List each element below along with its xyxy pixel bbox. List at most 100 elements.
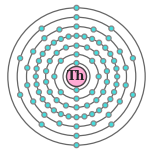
Circle shape — [31, 49, 36, 54]
Circle shape — [67, 35, 70, 38]
Circle shape — [19, 94, 21, 96]
Circle shape — [58, 36, 63, 41]
Circle shape — [54, 98, 59, 103]
Circle shape — [108, 114, 110, 116]
Circle shape — [18, 92, 22, 97]
Circle shape — [123, 65, 128, 70]
Circle shape — [45, 103, 50, 108]
Circle shape — [65, 46, 67, 49]
Circle shape — [106, 112, 111, 117]
Circle shape — [109, 98, 111, 100]
Circle shape — [97, 108, 102, 113]
Circle shape — [101, 90, 106, 94]
Circle shape — [74, 105, 79, 110]
Circle shape — [41, 123, 43, 126]
Circle shape — [32, 50, 34, 53]
Circle shape — [58, 28, 61, 31]
Circle shape — [39, 122, 44, 127]
Circle shape — [92, 28, 95, 31]
Circle shape — [95, 52, 97, 54]
Circle shape — [115, 83, 118, 86]
Circle shape — [45, 81, 47, 83]
Circle shape — [113, 60, 115, 62]
Circle shape — [119, 100, 121, 103]
Circle shape — [74, 61, 79, 65]
Circle shape — [60, 91, 62, 93]
Circle shape — [45, 70, 47, 72]
Circle shape — [34, 82, 39, 87]
Circle shape — [112, 90, 117, 95]
Circle shape — [96, 74, 101, 79]
Circle shape — [75, 35, 78, 37]
Circle shape — [74, 52, 79, 57]
Circle shape — [66, 34, 71, 39]
Circle shape — [74, 5, 79, 10]
Circle shape — [108, 97, 113, 102]
Circle shape — [41, 27, 43, 30]
Circle shape — [85, 103, 90, 108]
Circle shape — [102, 91, 104, 93]
Circle shape — [57, 121, 62, 126]
Circle shape — [92, 122, 95, 125]
Circle shape — [47, 104, 49, 106]
Circle shape — [75, 53, 78, 55]
Circle shape — [103, 45, 108, 50]
Circle shape — [74, 143, 79, 148]
Circle shape — [40, 97, 45, 102]
Circle shape — [57, 27, 62, 32]
Circle shape — [75, 62, 78, 64]
Circle shape — [90, 90, 95, 95]
Circle shape — [117, 49, 122, 54]
Circle shape — [38, 91, 40, 93]
Circle shape — [43, 37, 45, 39]
Circle shape — [58, 90, 63, 95]
Circle shape — [63, 103, 68, 108]
Circle shape — [75, 116, 78, 118]
Circle shape — [60, 38, 62, 40]
Circle shape — [49, 60, 51, 62]
Circle shape — [26, 67, 28, 69]
Circle shape — [75, 7, 78, 9]
Circle shape — [56, 52, 58, 54]
Circle shape — [131, 92, 135, 97]
Circle shape — [82, 114, 87, 119]
Circle shape — [82, 34, 87, 39]
Circle shape — [56, 99, 58, 101]
Circle shape — [49, 91, 51, 93]
Circle shape — [91, 38, 93, 40]
Circle shape — [42, 53, 44, 55]
Circle shape — [74, 124, 79, 129]
Circle shape — [52, 74, 57, 79]
Circle shape — [98, 75, 100, 78]
Circle shape — [34, 66, 39, 71]
Circle shape — [115, 74, 120, 79]
Circle shape — [47, 47, 49, 49]
Circle shape — [132, 94, 134, 96]
Circle shape — [104, 47, 106, 49]
Circle shape — [40, 51, 45, 56]
Circle shape — [47, 90, 52, 94]
Circle shape — [36, 58, 41, 63]
Circle shape — [74, 33, 79, 38]
Circle shape — [67, 115, 70, 118]
Circle shape — [35, 67, 38, 70]
Circle shape — [109, 122, 114, 127]
Circle shape — [33, 74, 38, 79]
Circle shape — [108, 37, 110, 39]
Circle shape — [58, 58, 63, 63]
Circle shape — [74, 88, 79, 92]
Circle shape — [90, 112, 95, 117]
Circle shape — [74, 115, 79, 120]
Circle shape — [65, 104, 67, 107]
Circle shape — [75, 135, 78, 137]
Circle shape — [103, 103, 108, 108]
Circle shape — [104, 79, 109, 84]
Circle shape — [75, 144, 78, 146]
Circle shape — [43, 114, 45, 116]
Circle shape — [95, 99, 97, 101]
Circle shape — [98, 109, 100, 111]
Circle shape — [42, 36, 47, 41]
Circle shape — [106, 36, 111, 41]
Circle shape — [75, 106, 78, 108]
Circle shape — [63, 45, 68, 50]
